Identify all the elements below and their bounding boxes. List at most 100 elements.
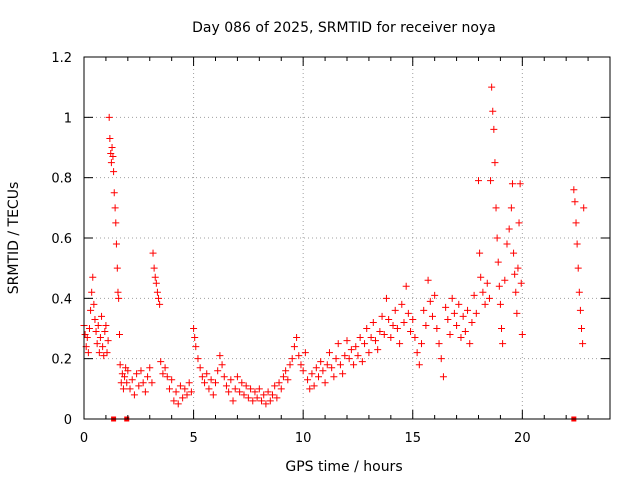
- data-point: [244, 394, 252, 402]
- data-point: [111, 204, 119, 212]
- data-point: [190, 325, 198, 332]
- data-point: [293, 334, 301, 342]
- data-point: [102, 321, 110, 329]
- data-point: [247, 385, 255, 393]
- data-point: [508, 180, 516, 188]
- data-point: [369, 318, 377, 326]
- data-point: [490, 125, 498, 133]
- data-point: [201, 379, 209, 387]
- data-point: [354, 352, 362, 360]
- data-point: [170, 397, 178, 405]
- data-point: [163, 373, 171, 381]
- data-point: [347, 346, 355, 354]
- data-point: [103, 349, 111, 357]
- data-point: [507, 204, 515, 212]
- data-point: [149, 249, 157, 257]
- data-point: [376, 328, 384, 336]
- data-point: [168, 376, 176, 384]
- data-point: [385, 315, 393, 323]
- data-point: [413, 349, 421, 357]
- data-point: [198, 373, 206, 381]
- data-point: [260, 391, 268, 399]
- data-point: [100, 352, 108, 360]
- data-point: [393, 325, 401, 332]
- x-tick-label: 10: [295, 431, 312, 446]
- data-point: [266, 397, 274, 405]
- data-point: [396, 340, 404, 348]
- data-point: [112, 240, 120, 248]
- data-point: [411, 334, 419, 342]
- data-point: [380, 331, 388, 339]
- data-point: [207, 376, 215, 384]
- data-point: [328, 364, 336, 372]
- y-tick-label: 0.8: [51, 172, 72, 187]
- data-point: [455, 300, 463, 308]
- data-point: [301, 349, 309, 357]
- data-point: [96, 334, 104, 342]
- data-point: [483, 279, 491, 287]
- data-point: [479, 288, 487, 296]
- data-point: [150, 264, 158, 272]
- data-point: [112, 219, 120, 227]
- y-tick-label: 0.6: [51, 232, 72, 247]
- data-point: [485, 294, 493, 302]
- data-point: [325, 349, 333, 357]
- data-point: [578, 325, 586, 332]
- data-point: [209, 391, 217, 399]
- data-point: [477, 273, 485, 281]
- data-point: [363, 325, 371, 332]
- data-point: [242, 382, 250, 390]
- data-point: [512, 288, 520, 296]
- data-point: [273, 394, 281, 402]
- x-tick-label: 15: [404, 431, 421, 446]
- data-point: [128, 376, 136, 384]
- data-point: [101, 328, 109, 336]
- data-point: [472, 309, 480, 317]
- data-point: [371, 337, 379, 345]
- data-point: [321, 379, 329, 387]
- data-point: [192, 343, 200, 351]
- data-point: [116, 331, 124, 339]
- data-point: [332, 355, 340, 363]
- data-point: [341, 352, 349, 360]
- data-point: [444, 315, 452, 323]
- data-point: [308, 370, 316, 378]
- data-point: [216, 352, 224, 360]
- y-tick-label: 1: [64, 111, 72, 126]
- data-point: [358, 358, 366, 366]
- data-point: [495, 282, 503, 290]
- data-point: [576, 306, 584, 314]
- data-point: [126, 385, 134, 393]
- data-point: [498, 325, 506, 332]
- data-point: [336, 361, 344, 369]
- axes: 0 5 10 15 20 0 0.2 0.4 0.6 0.8 1 1.2: [51, 51, 611, 446]
- data-point: [229, 397, 237, 405]
- data-point: [108, 144, 116, 151]
- data-point: [389, 321, 397, 329]
- data-point: [279, 373, 287, 381]
- data-point: [404, 309, 412, 317]
- data-point: [258, 397, 266, 405]
- data-point: [146, 364, 154, 372]
- data-point: [172, 388, 180, 396]
- data-point: [205, 385, 213, 393]
- data-point: [312, 364, 320, 372]
- data-point: [275, 379, 283, 387]
- data-point: [155, 294, 163, 302]
- x-tick-label: 5: [189, 431, 197, 446]
- data-point: [271, 382, 279, 390]
- data-point: [249, 397, 257, 405]
- data-point: [420, 306, 428, 314]
- data-point: [251, 388, 259, 396]
- data-point: [446, 331, 454, 339]
- x-tick-label: 0: [80, 431, 88, 446]
- data-points: [80, 83, 588, 422]
- data-point: [152, 279, 160, 287]
- data-point: [191, 334, 199, 342]
- data-point: [572, 219, 580, 227]
- data-point: [153, 288, 161, 296]
- chart-title: Day 086 of 2025, SRMTID for receiver noy…: [192, 20, 496, 36]
- data-point: [459, 312, 467, 320]
- data-point: [174, 400, 182, 408]
- data-point: [439, 373, 447, 381]
